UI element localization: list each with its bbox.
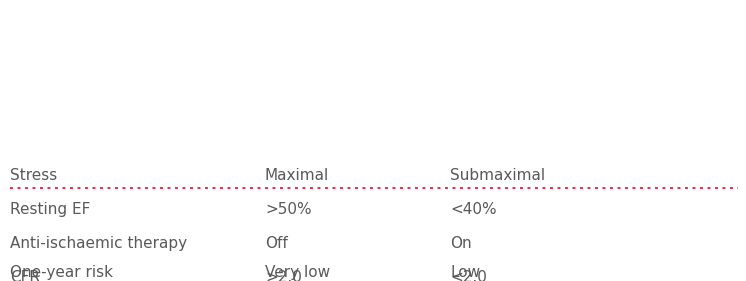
Text: Anti-ischaemic therapy: Anti-ischaemic therapy bbox=[10, 236, 187, 251]
Text: On: On bbox=[450, 236, 471, 251]
Text: Stress: Stress bbox=[10, 168, 57, 183]
Text: CFR: CFR bbox=[10, 270, 40, 281]
Text: Off: Off bbox=[265, 236, 288, 251]
Text: One-year risk
(hard events): One-year risk (hard events) bbox=[10, 265, 113, 281]
Text: <40%: <40% bbox=[450, 202, 497, 217]
Text: Maximal: Maximal bbox=[265, 168, 329, 183]
Text: >50%: >50% bbox=[265, 202, 312, 217]
Text: <2.0: <2.0 bbox=[450, 270, 487, 281]
Text: Low
(1–3% year): Low (1–3% year) bbox=[450, 265, 542, 281]
Text: Very low
(<0.5% year): Very low (<0.5% year) bbox=[265, 265, 367, 281]
Text: Resting EF: Resting EF bbox=[10, 202, 90, 217]
Text: >2.0: >2.0 bbox=[265, 270, 302, 281]
Text: Submaximal: Submaximal bbox=[450, 168, 545, 183]
